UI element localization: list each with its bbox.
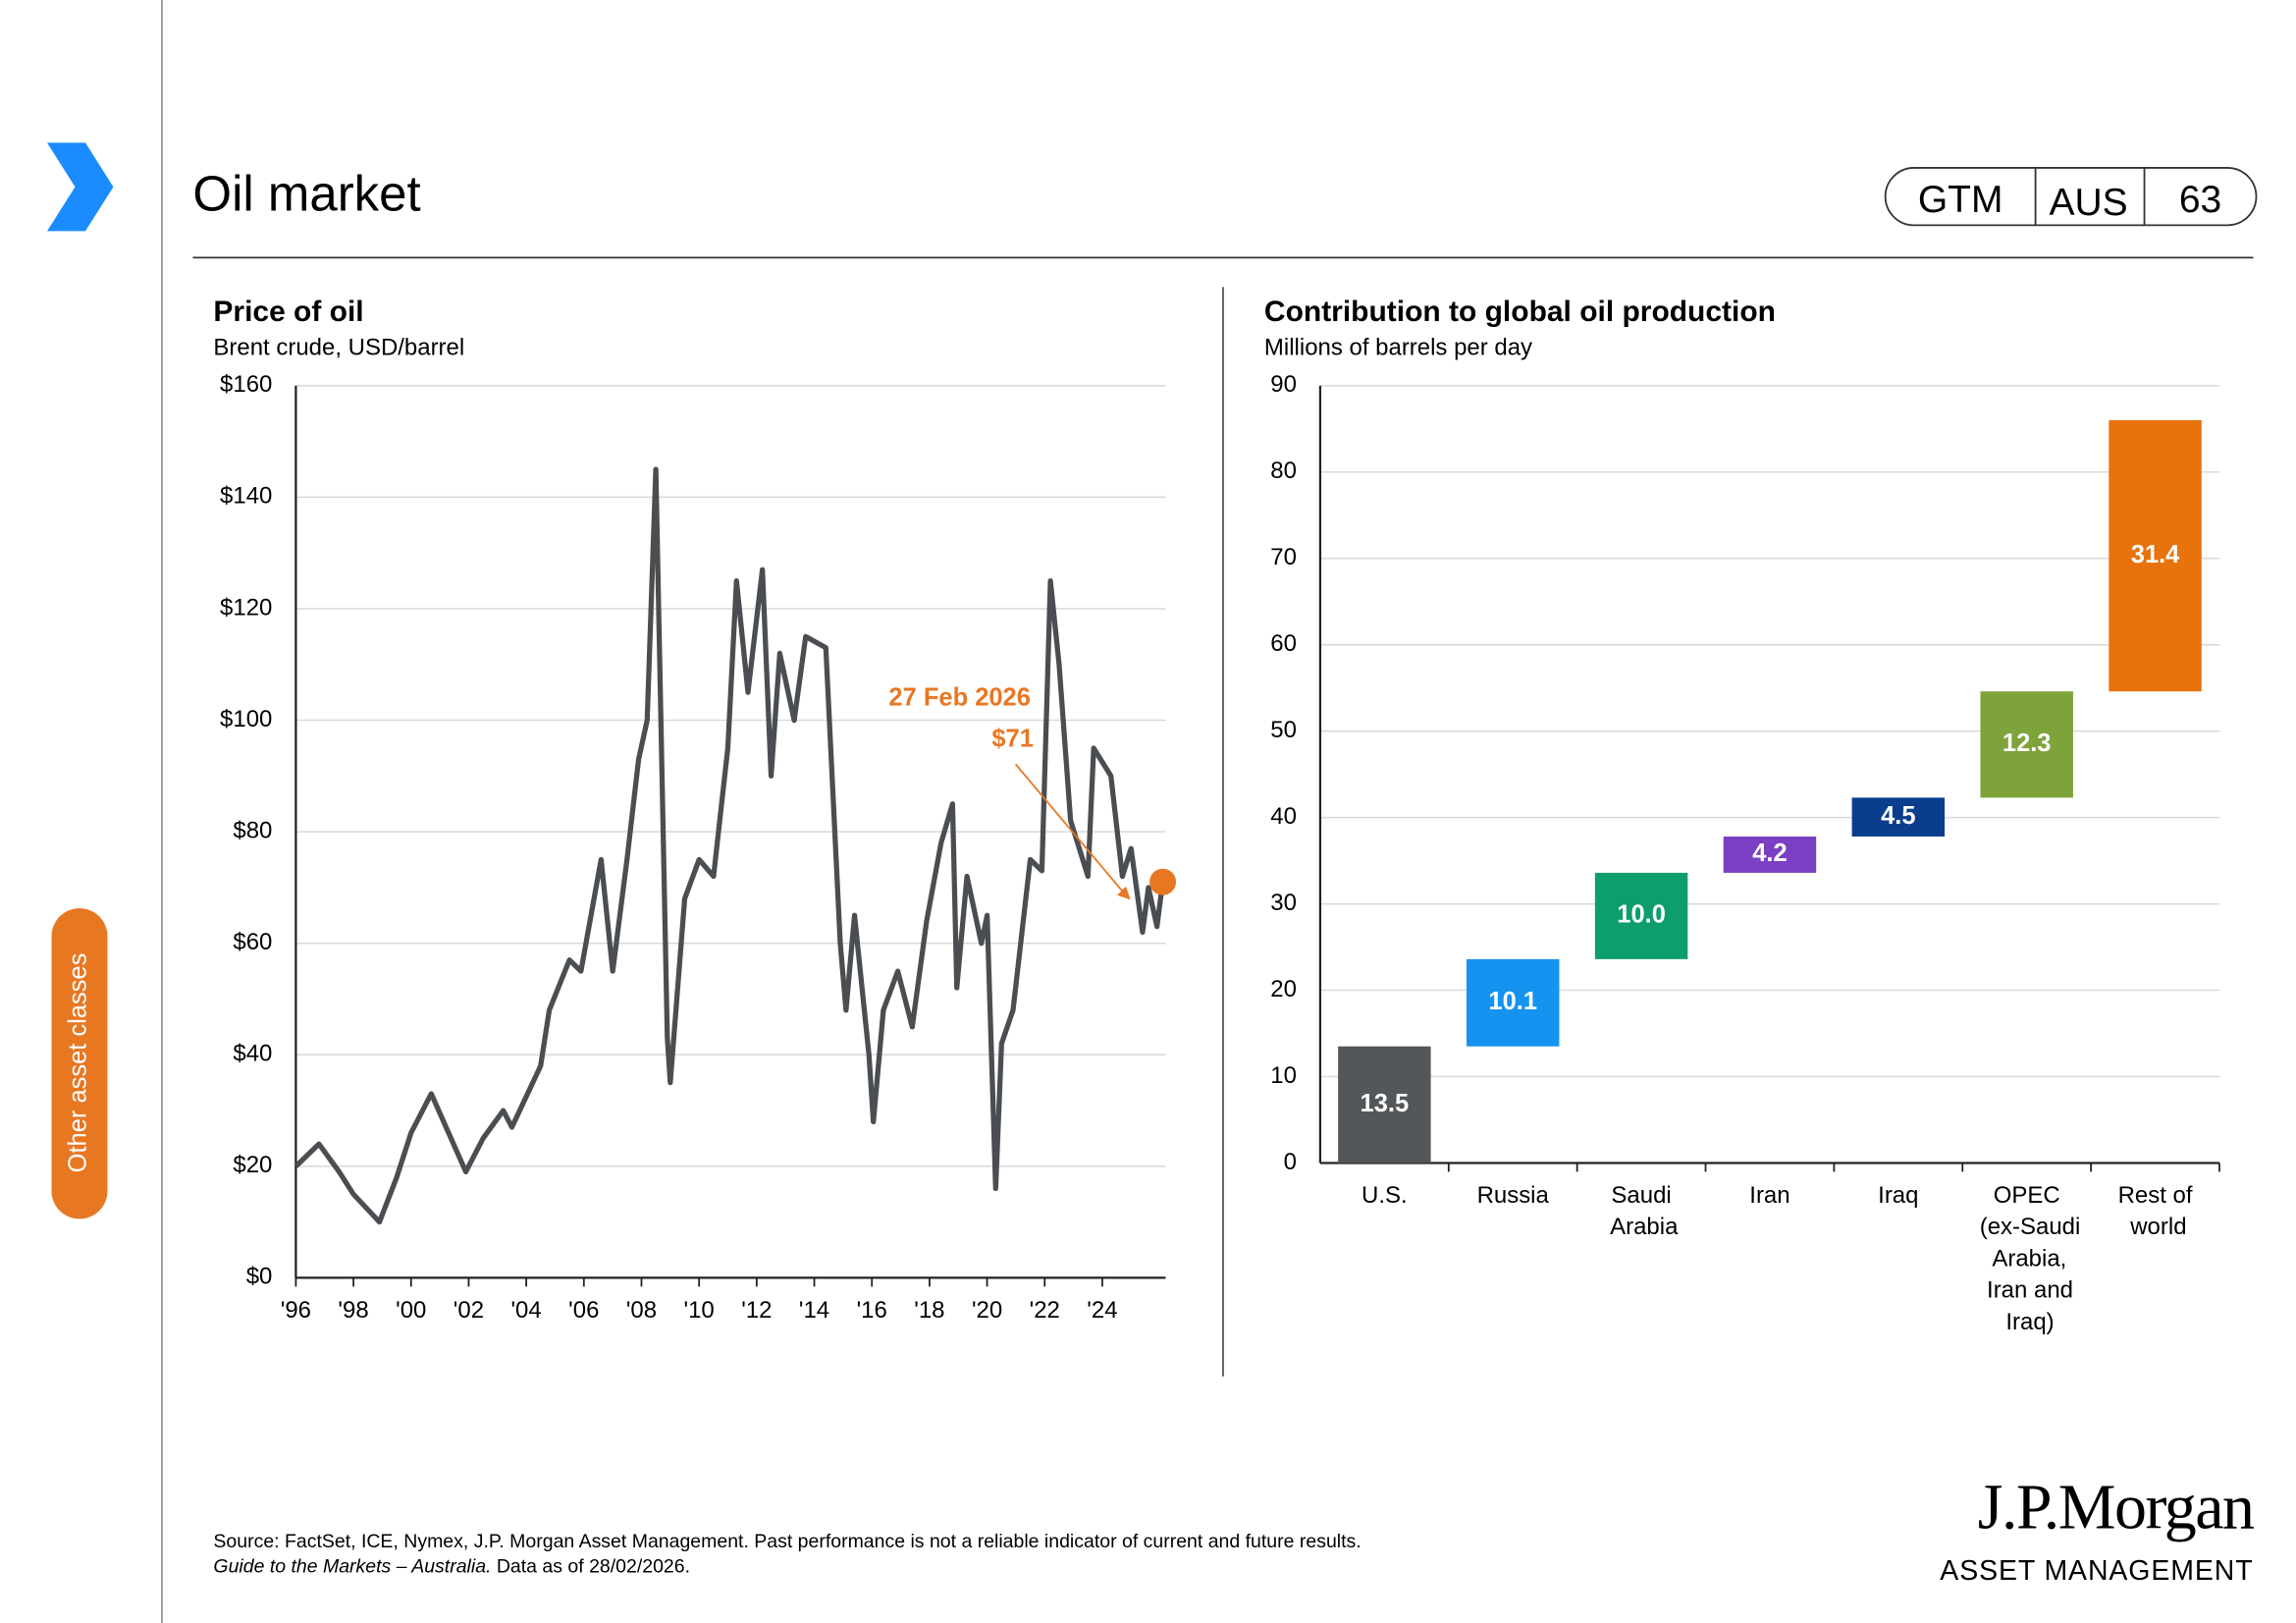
x-tick-label: '02 — [454, 1297, 484, 1324]
price-line — [294, 466, 1166, 1225]
section-tab[interactable] — [51, 908, 108, 1219]
chart-subtitle: Millions of barrels per day — [1264, 334, 1532, 360]
y-tick-label: $80 — [233, 817, 272, 843]
bar — [1851, 797, 1946, 837]
bar-value-label: 12.3 — [2002, 730, 2052, 757]
annotation-value: $71 — [991, 725, 1034, 752]
chart-title: Price of oil — [213, 296, 363, 328]
chevron-icon — [47, 142, 114, 232]
bar — [1466, 958, 1560, 1047]
label-line: Arabia, — [1987, 1246, 2066, 1272]
x-tick-label: '10 — [684, 1297, 715, 1324]
y-tick-label: $160 — [220, 371, 272, 398]
label-line: Saudi — [1611, 1182, 1671, 1209]
y-tick-label: $120 — [220, 594, 272, 621]
label-line: Iraq) — [2000, 1309, 2055, 1335]
y-tick-label: 10 — [1270, 1062, 1297, 1089]
bar-value-label: 10.0 — [1617, 901, 1666, 929]
y-tick-label: 60 — [1270, 630, 1297, 657]
chart-subtitle: Brent crude, USD/barrel — [213, 334, 464, 360]
y-tick-label: 40 — [1270, 803, 1297, 830]
arrow-head — [1117, 886, 1131, 900]
chart-title: Contribution to global oil production — [1264, 296, 1776, 328]
logo-subtitle: ASSET MANAGEMENT — [1940, 1555, 2253, 1587]
annotation-dot — [1149, 868, 1177, 895]
bar-value-label: 13.5 — [1361, 1090, 1410, 1117]
x-tick-label: '06 — [568, 1297, 599, 1324]
x-tick-label: Rest of world — [2118, 1182, 2193, 1240]
label-line: Iran and — [1980, 1277, 2073, 1304]
x-tick-label: '12 — [741, 1297, 772, 1324]
footnote: Guide to the Markets – Australia. Data a… — [213, 1555, 690, 1577]
label-line: (ex-Saudi — [1973, 1215, 2080, 1241]
badge-text: AUS — [2049, 182, 2127, 224]
x-tick-label: Iran — [1749, 1182, 1789, 1209]
as-of-date: Data as of 28/02/2026. — [491, 1555, 690, 1577]
x-tick-label: OPEC (ex-Saudi Arabia, Iran and Iraq) — [1973, 1182, 2080, 1335]
y-tick-label: 70 — [1270, 544, 1297, 570]
y-tick-label: 30 — [1270, 890, 1297, 916]
x-tick-label: Russia — [1477, 1182, 1550, 1209]
label-line: Iraq — [1878, 1182, 1918, 1209]
bar — [1338, 1046, 1431, 1163]
source-note: Source: FactSet, ICE, Nymex, J.P. Morgan… — [213, 1531, 1361, 1552]
label-line: OPEC — [1994, 1182, 2060, 1209]
x-tick-label: '24 — [1087, 1297, 1117, 1324]
y-tick-label: $0 — [246, 1264, 273, 1290]
y-tick-label: $100 — [220, 706, 272, 732]
x-tick-label: '16 — [857, 1297, 887, 1324]
x-tick-label: '14 — [799, 1297, 829, 1324]
y-tick-label: $20 — [233, 1152, 272, 1178]
bar — [1594, 872, 1688, 959]
bar — [1723, 836, 1817, 873]
label-line: world — [2124, 1215, 2187, 1241]
page-title: Oil market — [192, 165, 420, 221]
x-tick-label: Iraq — [1878, 1182, 1918, 1209]
x-tick-label: Saudi Arabia — [1605, 1182, 1679, 1240]
y-tick-label: 20 — [1270, 976, 1297, 1002]
label-line: U.S. — [1362, 1182, 1408, 1209]
x-tick-label: '22 — [1030, 1297, 1060, 1324]
label-line: Rest of — [2118, 1182, 2193, 1209]
label-line: Arabia — [1605, 1215, 1679, 1241]
bar-value-label: 4.5 — [1881, 802, 1915, 830]
x-tick-label: '98 — [338, 1297, 368, 1324]
logo: J.P.Morgan — [1978, 1471, 2254, 1542]
y-tick-label: 90 — [1270, 371, 1297, 398]
badge-text: 63 — [2179, 179, 2221, 221]
x-tick-label: '04 — [510, 1297, 541, 1324]
y-tick-label: $140 — [220, 483, 272, 510]
guide-name: Guide to the Markets – Australia. — [213, 1555, 491, 1577]
badge-text: GTM — [1918, 179, 2003, 221]
label-line: Iran — [1749, 1182, 1789, 1209]
y-tick-label: 0 — [1284, 1149, 1297, 1175]
y-tick-label: $60 — [233, 929, 272, 955]
x-tick-label: '20 — [972, 1297, 1002, 1324]
y-tick-label: 50 — [1270, 717, 1297, 743]
annotation-arrow — [1014, 763, 1126, 894]
x-tick-label: '18 — [914, 1297, 944, 1324]
bar-value-label: 31.4 — [2131, 541, 2180, 568]
x-tick-label: U.S. — [1362, 1182, 1408, 1209]
x-tick-label: '08 — [626, 1297, 657, 1324]
x-tick-label: '00 — [396, 1297, 426, 1324]
bar — [1980, 691, 2073, 798]
label-line: Russia — [1477, 1182, 1550, 1209]
y-tick-label: 80 — [1270, 458, 1297, 484]
badge — [1884, 167, 2258, 227]
section-label: Other asset classes — [65, 953, 92, 1173]
bar-value-label: 10.1 — [1488, 988, 1537, 1015]
y-tick-label: $40 — [233, 1041, 272, 1067]
bar-value-label: 4.2 — [1752, 839, 1787, 867]
annotation-date: 27 Feb 2026 — [888, 683, 1030, 711]
bar — [2109, 420, 2202, 692]
x-tick-label: '96 — [281, 1297, 311, 1324]
